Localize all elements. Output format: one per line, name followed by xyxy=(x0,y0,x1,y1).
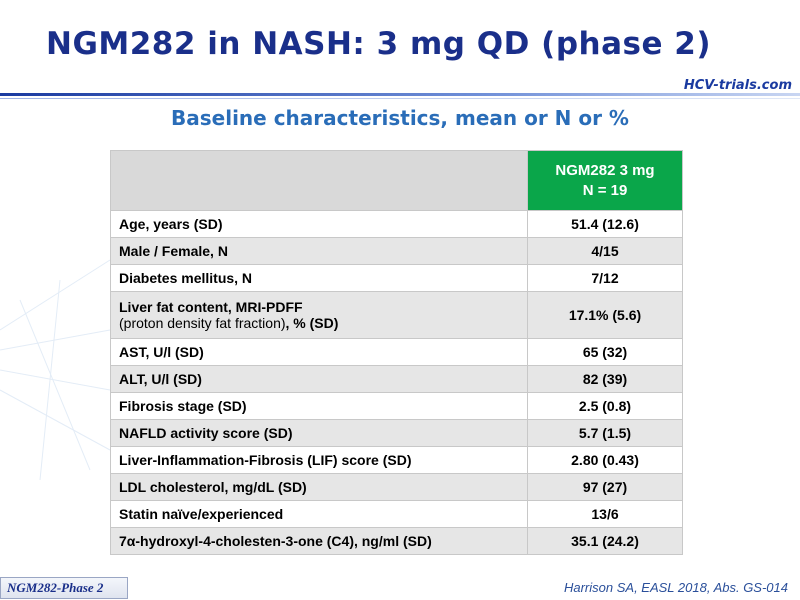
row-value: 35.1 (24.2) xyxy=(527,527,683,555)
row-label: Fibrosis stage (SD) xyxy=(119,398,247,414)
row-value: 17.1% (5.6) xyxy=(527,291,683,339)
group-name: NGM282 3 mg xyxy=(555,161,655,179)
row-value: 2.80 (0.43) xyxy=(527,446,683,474)
title-rule xyxy=(0,98,800,99)
row-label: LDL cholesterol, mg/dL (SD) xyxy=(119,479,307,495)
row-label: Liver fat content, MRI-PDFF xyxy=(119,299,303,315)
row-label: Statin naïve/experienced xyxy=(119,506,284,522)
row-label: Diabetes mellitus, N xyxy=(119,270,253,286)
row-value: 4/15 xyxy=(527,237,683,265)
row-label-cell: Fibrosis stage (SD) xyxy=(110,392,528,420)
row-label-cell: Male / Female, N xyxy=(110,237,528,265)
row-sublabel-bold: , % (SD) xyxy=(285,315,339,331)
row-label-cell: ALT, U/l (SD) xyxy=(110,365,528,393)
table-row: Age, years (SD) 51.4 (12.6) xyxy=(110,210,683,238)
row-value: 51.4 (12.6) xyxy=(527,210,683,238)
group-header: NGM282 3 mg N = 19 xyxy=(527,150,683,211)
row-label-cell: NAFLD activity score (SD) xyxy=(110,419,528,447)
logo: HCV-trials.com xyxy=(683,78,792,93)
group-n: N = 19 xyxy=(582,181,628,199)
table-row: NAFLD activity score (SD) 5.7 (1.5) xyxy=(110,419,683,447)
row-label-cell: Diabetes mellitus, N xyxy=(110,264,528,292)
table-row: Diabetes mellitus, N 7/12 xyxy=(110,264,683,292)
header-cell xyxy=(110,150,528,211)
title-rule xyxy=(0,93,800,96)
row-label: Male / Female, N xyxy=(119,243,228,259)
table-row: AST, U/l (SD) 65 (32) xyxy=(110,338,683,366)
table-row: Liver fat content, MRI-PDFF (proton densi… xyxy=(110,291,683,339)
row-label: 7α-hydroxyl-4-cholesten-3-one (C4), ng/m… xyxy=(119,533,432,549)
row-label-cell: LDL cholesterol, mg/dL (SD) xyxy=(110,473,528,501)
header-row: NGM282 3 mg N = 19 xyxy=(110,150,683,211)
row-value: 2.5 (0.8) xyxy=(527,392,683,420)
row-label: Liver-Inflammation-Fibrosis (LIF) score … xyxy=(119,452,412,468)
row-label-cell: AST, U/l (SD) xyxy=(110,338,528,366)
row-label: ALT, U/l (SD) xyxy=(119,371,202,387)
table-row: Statin naïve/experienced 13/6 xyxy=(110,500,683,528)
table-row: Liver-Inflammation-Fibrosis (LIF) score … xyxy=(110,446,683,474)
row-label: NAFLD activity score (SD) xyxy=(119,425,293,441)
row-value: 13/6 xyxy=(527,500,683,528)
row-value: 65 (32) xyxy=(527,338,683,366)
row-value: 5.7 (1.5) xyxy=(527,419,683,447)
row-value: 82 (39) xyxy=(527,365,683,393)
row-label-cell: Liver fat content, MRI-PDFF (proton densi… xyxy=(110,291,528,339)
row-label: AST, U/l (SD) xyxy=(119,344,204,360)
table-row: Fibrosis stage (SD) 2.5 (0.8) xyxy=(110,392,683,420)
row-value: 97 (27) xyxy=(527,473,683,501)
slide-title: NGM282 in NASH: 3 mg QD (phase 2) xyxy=(46,26,712,62)
table: NGM282 3 mg N = 19 Age, years (SD) 51.4 (… xyxy=(110,150,683,555)
row-label-cell: Liver-Inflammation-Fibrosis (LIF) score … xyxy=(110,446,528,474)
row-value: 7/12 xyxy=(527,264,683,292)
row-label-cell: Age, years (SD) xyxy=(110,210,528,238)
table-row: 7α-hydroxyl-4-cholesten-3-one (C4), ng/m… xyxy=(110,527,683,555)
row-sublabel: (proton density fat fraction) xyxy=(119,315,286,331)
table-row: Male / Female, N 4/15 xyxy=(110,237,683,265)
table-row: LDL cholesterol, mg/dL (SD) 97 (27) xyxy=(110,473,683,501)
table-row: ALT, U/l (SD) 82 (39) xyxy=(110,365,683,393)
row-label: Age, years (SD) xyxy=(119,216,223,232)
row-label-cell: Statin naïve/experienced xyxy=(110,500,528,528)
citation: Harrison SA, EASL 2018, Abs. GS-014 xyxy=(563,580,788,595)
row-sublabel-line: (proton density fat fraction), % (SD) xyxy=(119,315,519,331)
footer-tag: NGM282-Phase 2 xyxy=(0,577,128,599)
table-title: Baseline characteristics, mean or N or % xyxy=(171,106,629,130)
row-label-cell: 7α-hydroxyl-4-cholesten-3-one (C4), ng/m… xyxy=(110,527,528,555)
